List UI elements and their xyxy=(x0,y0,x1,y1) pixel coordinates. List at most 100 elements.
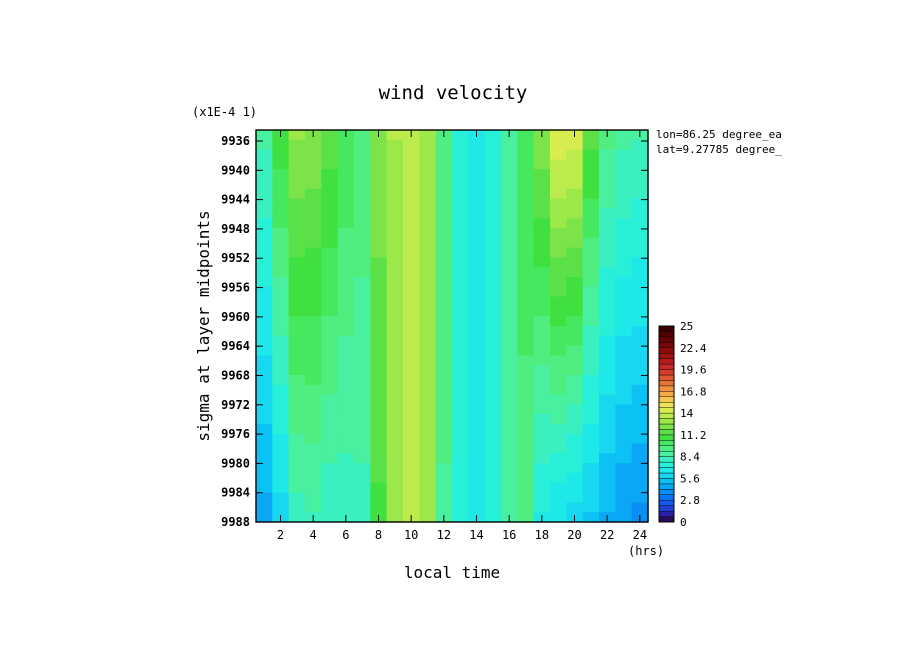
heatmap-cell xyxy=(370,375,388,386)
heatmap-cell xyxy=(484,139,502,151)
heatmap-cell xyxy=(337,267,355,278)
heatmap-cell xyxy=(631,247,649,258)
heatmap-cell xyxy=(631,159,649,170)
heatmap-cell xyxy=(354,424,371,435)
heatmap-cell xyxy=(354,208,371,219)
heatmap-cell xyxy=(615,159,633,170)
heatmap-cell xyxy=(468,306,486,317)
heatmap-cell xyxy=(631,394,649,405)
y-tick-label: 9984 xyxy=(221,486,250,500)
heatmap-cell xyxy=(288,130,306,141)
heatmap-cell xyxy=(419,433,437,445)
heatmap-cell xyxy=(435,159,453,170)
heatmap-cell xyxy=(484,512,502,523)
heatmap-cell xyxy=(599,345,616,356)
heatmap-cell xyxy=(370,424,388,435)
heatmap-cell xyxy=(452,198,469,209)
heatmap-cell xyxy=(370,247,388,258)
heatmap-cell xyxy=(615,365,633,376)
heatmap-cell xyxy=(452,443,469,454)
heatmap-cell xyxy=(272,139,290,151)
x-tick-label: 24 xyxy=(633,528,647,542)
heatmap-cell xyxy=(305,257,322,268)
heatmap-cell xyxy=(337,228,355,239)
heatmap-cell xyxy=(386,463,404,474)
heatmap-cell xyxy=(305,502,322,513)
heatmap-cell xyxy=(435,424,453,435)
heatmap-cell xyxy=(386,159,404,170)
heatmap-cell xyxy=(354,404,371,415)
heatmap-cell xyxy=(484,149,502,160)
heatmap-cell xyxy=(517,306,535,317)
heatmap-cell xyxy=(533,208,551,219)
x-tick-label: 18 xyxy=(535,528,549,542)
heatmap-cell xyxy=(533,335,551,347)
heatmap-cell xyxy=(550,169,567,180)
heatmap-cell xyxy=(321,404,339,415)
y-tick-label: 9948 xyxy=(221,222,250,236)
heatmap-cell xyxy=(305,208,322,219)
heatmap-cell xyxy=(501,394,518,405)
heatmap-cell xyxy=(452,247,469,258)
heatmap-cell xyxy=(386,228,404,239)
heatmap-cell xyxy=(403,355,420,366)
heatmap-cell xyxy=(582,414,600,425)
heatmap-cell xyxy=(321,443,339,454)
heatmap-cell xyxy=(386,247,404,258)
heatmap-cell xyxy=(468,482,486,494)
colorbar-swatch xyxy=(658,423,675,430)
heatmap-cell xyxy=(354,179,371,190)
x-tick-label: 14 xyxy=(469,528,483,542)
heatmap-cell xyxy=(550,139,567,151)
heatmap-cell xyxy=(288,198,306,209)
heatmap-cell xyxy=(272,228,290,239)
heatmap-cell xyxy=(566,404,584,415)
x-tick-label: 4 xyxy=(310,528,317,542)
heatmap-cell xyxy=(354,237,371,249)
heatmap-cell xyxy=(386,267,404,278)
heatmap-cell xyxy=(435,228,453,239)
heatmap-cell xyxy=(419,286,437,298)
heatmap-cell xyxy=(321,267,339,278)
heatmap-cell xyxy=(631,492,649,503)
heatmap-cell xyxy=(484,404,502,415)
heatmap-cell xyxy=(419,188,437,200)
heatmap-cell xyxy=(354,492,371,503)
heatmap-cell xyxy=(419,306,437,317)
heatmap-cell xyxy=(354,453,371,464)
heatmap-cell xyxy=(337,316,355,327)
colorbar-swatch xyxy=(658,440,675,446)
heatmap-cell xyxy=(631,286,649,298)
heatmap-cell xyxy=(305,198,322,209)
heatmap-cell xyxy=(370,335,388,347)
heatmap-cell xyxy=(354,326,371,337)
heatmap-cell xyxy=(615,179,633,190)
heatmap-cell xyxy=(566,218,584,229)
heatmap-cell xyxy=(419,443,437,454)
heatmap-cell xyxy=(582,365,600,376)
heatmap-cell xyxy=(533,453,551,464)
heatmap-cell xyxy=(452,482,469,494)
heatmap-cell xyxy=(321,149,339,160)
heatmap-cell xyxy=(501,306,518,317)
heatmap-cell xyxy=(354,414,371,425)
heatmap-cell xyxy=(354,188,371,200)
heatmap-cell xyxy=(435,473,453,484)
heatmap-cell xyxy=(288,482,306,494)
heatmap-cell xyxy=(321,335,339,347)
heatmap-cell xyxy=(403,198,420,209)
heatmap-cell xyxy=(386,394,404,405)
heatmap-cell xyxy=(631,179,649,190)
heatmap-cell xyxy=(272,306,290,317)
heatmap-cell xyxy=(403,208,420,219)
heatmap-cell xyxy=(468,326,486,337)
heatmap-cell xyxy=(517,335,535,347)
heatmap-cell xyxy=(419,198,437,209)
heatmap-cell xyxy=(582,286,600,298)
heatmap-cell xyxy=(599,277,616,288)
heatmap-cell xyxy=(419,345,437,356)
heatmap-cell xyxy=(517,365,535,376)
heatmap-cell xyxy=(484,492,502,503)
heatmap-cell xyxy=(582,326,600,337)
heatmap-cell xyxy=(435,218,453,229)
